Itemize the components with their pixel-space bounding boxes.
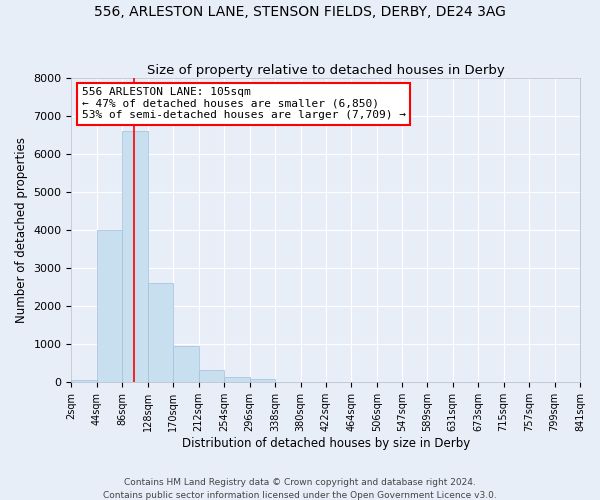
- Bar: [122, 132, 148, 382]
- Bar: [71, 380, 97, 382]
- Text: 556, ARLESTON LANE, STENSON FIELDS, DERBY, DE24 3AG: 556, ARLESTON LANE, STENSON FIELDS, DERB…: [94, 5, 506, 19]
- Text: Contains HM Land Registry data © Crown copyright and database right 2024.
Contai: Contains HM Land Registry data © Crown c…: [103, 478, 497, 500]
- Bar: [97, 230, 122, 382]
- Bar: [250, 379, 275, 382]
- Bar: [148, 284, 173, 382]
- X-axis label: Distribution of detached houses by size in Derby: Distribution of detached houses by size …: [182, 437, 470, 450]
- Text: 556 ARLESTON LANE: 105sqm
← 47% of detached houses are smaller (6,850)
53% of se: 556 ARLESTON LANE: 105sqm ← 47% of detac…: [82, 88, 406, 120]
- Title: Size of property relative to detached houses in Derby: Size of property relative to detached ho…: [147, 64, 505, 77]
- Bar: [199, 370, 224, 382]
- Bar: [173, 346, 199, 382]
- Y-axis label: Number of detached properties: Number of detached properties: [15, 137, 28, 323]
- Bar: [224, 378, 250, 382]
